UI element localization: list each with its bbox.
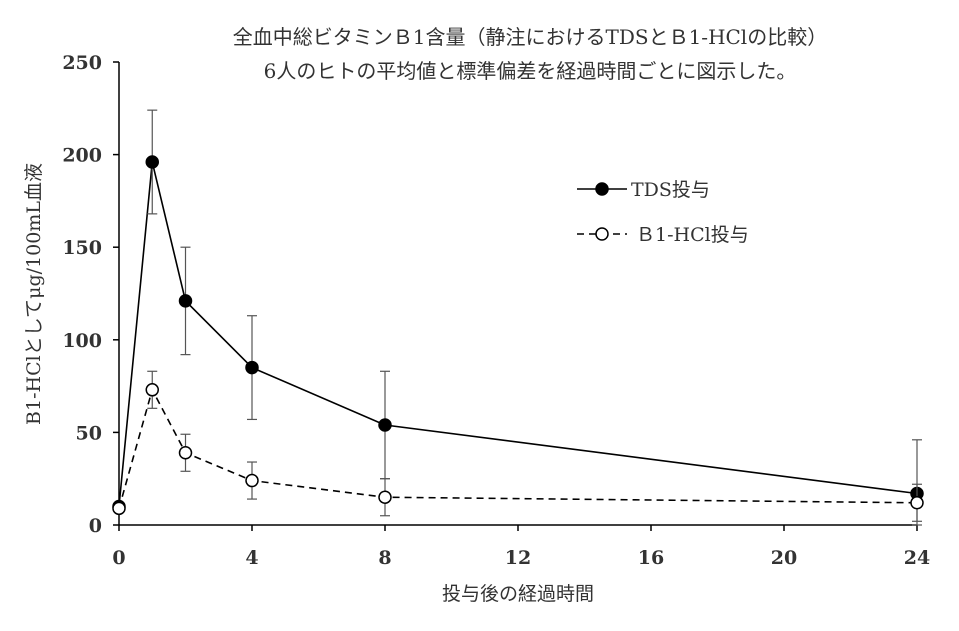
chart-title: 全血中総ビタミンＢ1含量（静注におけるTDSとＢ1-HClの比較） 6人のヒトの… <box>233 25 827 83</box>
chart-title-line-2: 6人のヒトの平均値と標準偏差を経過時間ごとに図示した。 <box>264 59 797 83</box>
x-tick-label: 20 <box>771 547 797 569</box>
series-0 <box>112 109 924 526</box>
x-tick-label: 24 <box>904 547 930 569</box>
y-axis-title: B1-HClとしてμg/100mL血液 <box>23 163 45 425</box>
legend-marker <box>595 227 609 241</box>
data-point <box>378 490 392 504</box>
x-tick-label: 4 <box>245 547 258 569</box>
y-tick-label: 150 <box>62 237 102 259</box>
x-tick-label: 12 <box>505 547 531 569</box>
series-line <box>118 387 918 509</box>
axes: 0 4 8 12 16 20 24 0 50 100 150 200 250 <box>62 52 930 569</box>
legend-label: TDS投与 <box>631 179 710 201</box>
legend: TDS投与 Ｂ1-HCl投与 <box>577 179 749 246</box>
data-point <box>178 446 193 460</box>
y-tick-label: 200 <box>62 145 102 167</box>
x-tick-label: 8 <box>378 547 391 569</box>
data-point <box>178 294 193 308</box>
data-point <box>245 360 259 375</box>
y-tick-label: 0 <box>89 515 102 537</box>
chart-title-line-1: 全血中総ビタミンＢ1含量（静注におけるTDSとＢ1-HClの比較） <box>233 25 827 49</box>
y-tick-label: 50 <box>76 422 102 444</box>
data-point <box>245 473 259 488</box>
legend-label: Ｂ1-HCl投与 <box>636 224 749 246</box>
data-point <box>112 501 126 516</box>
x-axis-title: 投与後の経過時間 <box>442 583 594 605</box>
series-line <box>118 161 918 507</box>
y-tick-label: 250 <box>62 52 102 74</box>
x-tick-label: 16 <box>638 547 664 569</box>
data-point <box>145 383 159 397</box>
series-layer <box>112 109 924 526</box>
x-tick-label: 0 <box>112 547 125 569</box>
y-tick-label: 100 <box>62 330 102 352</box>
data-point <box>145 155 159 169</box>
series-1 <box>112 370 924 522</box>
legend-marker <box>595 182 609 196</box>
data-point <box>378 418 392 432</box>
data-point <box>910 496 924 510</box>
